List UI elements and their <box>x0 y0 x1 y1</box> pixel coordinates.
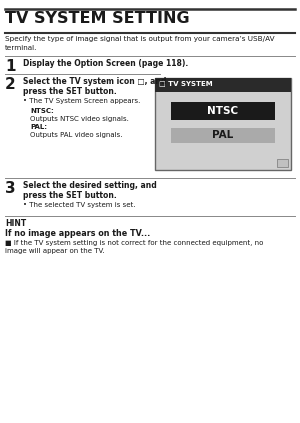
Bar <box>277 159 288 167</box>
Bar <box>155 78 291 170</box>
Text: 2: 2 <box>5 77 16 92</box>
Text: 1: 1 <box>5 59 16 74</box>
Text: ■ If the TV system setting is not correct for the connected equipment, no
image : ■ If the TV system setting is not correc… <box>5 240 263 255</box>
Text: HINT: HINT <box>5 219 26 228</box>
Text: TV SYSTEM SETTING: TV SYSTEM SETTING <box>5 11 190 26</box>
Text: Display the Option Screen (page 118).: Display the Option Screen (page 118). <box>23 59 188 68</box>
Text: PAL: PAL <box>212 131 234 140</box>
Text: Select the desired setting, and: Select the desired setting, and <box>23 181 157 190</box>
Text: Outputs PAL video signals.: Outputs PAL video signals. <box>30 132 122 138</box>
Bar <box>171 128 275 143</box>
Text: PAL:: PAL: <box>30 124 47 130</box>
Text: Select the TV system icon □, and: Select the TV system icon □, and <box>23 77 166 86</box>
Text: Outputs NTSC video signals.: Outputs NTSC video signals. <box>30 116 129 122</box>
Bar <box>155 78 291 92</box>
Text: Specify the type of image signal that is output from your camera’s USB/AV
termin: Specify the type of image signal that is… <box>5 36 275 50</box>
Text: □ TV SYSTEM: □ TV SYSTEM <box>159 80 213 86</box>
Text: 3: 3 <box>5 181 16 196</box>
Text: • The TV System Screen appears.: • The TV System Screen appears. <box>23 98 140 104</box>
Bar <box>171 102 275 120</box>
Text: NTSC:: NTSC: <box>30 108 54 114</box>
Text: NTSC: NTSC <box>207 106 238 116</box>
Text: • The selected TV system is set.: • The selected TV system is set. <box>23 202 136 208</box>
Text: If no image appears on the TV...: If no image appears on the TV... <box>5 229 150 238</box>
Text: press the SET button.: press the SET button. <box>23 87 117 96</box>
Text: press the SET button.: press the SET button. <box>23 191 117 200</box>
